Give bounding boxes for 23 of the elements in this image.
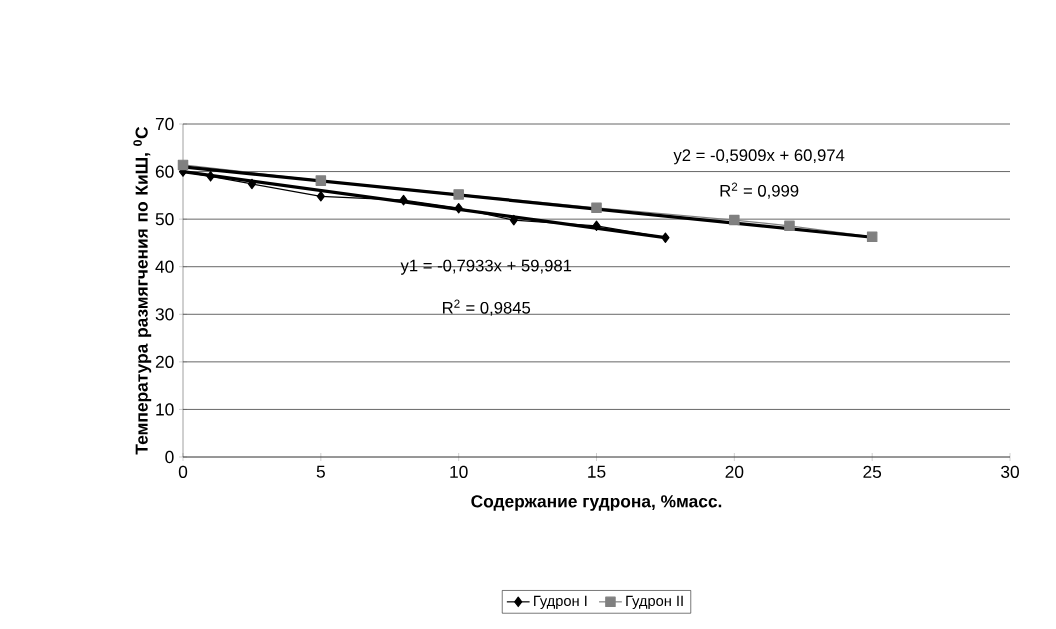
annotation: y2 = -0,5909x + 60,974	[673, 149, 845, 165]
x-tick-label: 20	[725, 465, 744, 478]
x-tick-label: 30	[1001, 465, 1019, 478]
x-tick-label: 5	[316, 465, 325, 478]
annotation: R$^{2}$ = 0,999	[720, 182, 799, 199]
x-tick-label: 15	[588, 465, 606, 478]
y-tick-label: 60	[155, 165, 174, 178]
y-axis-title: Температура размягчения по КиШ, $^{0}$C	[133, 126, 152, 455]
x-tick-label: 0	[178, 465, 188, 478]
legend-label: Гудрон II	[626, 595, 683, 609]
annotation: R$^{2}$ = 0,9845	[443, 299, 531, 316]
y-tick-label: 0	[165, 450, 174, 464]
y-tick-label: 40	[155, 260, 174, 273]
annotation: y1 = -0,7933x + 59,981	[400, 259, 572, 275]
y-tick-label: 10	[156, 403, 174, 416]
y-tick-label: 30	[155, 308, 174, 321]
y-tick-label: 70	[155, 117, 174, 131]
y-tick-label: 50	[155, 213, 174, 226]
x-axis-title: Содержание гудрона, %масс.	[471, 495, 722, 511]
y-tick-label: 20	[155, 355, 174, 368]
x-tick-label: 10	[450, 465, 468, 478]
x-tick-label: 25	[863, 465, 882, 478]
legend-label: Гудрон I	[534, 595, 587, 609]
